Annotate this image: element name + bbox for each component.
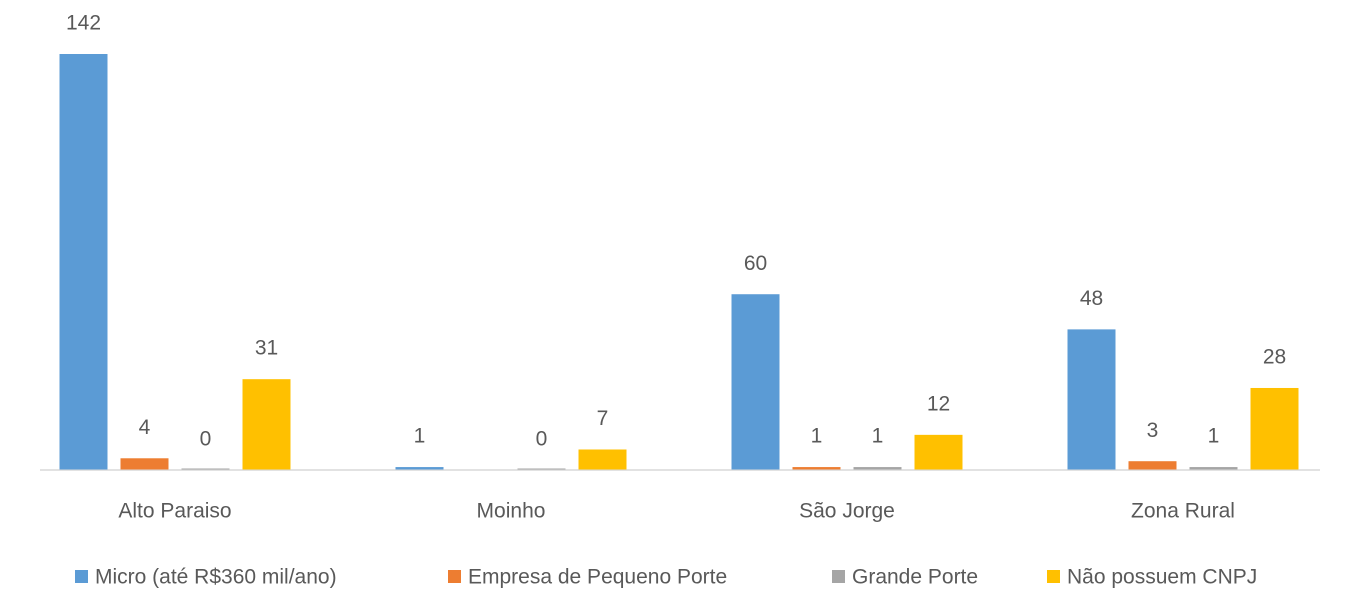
bar xyxy=(517,468,566,470)
bar xyxy=(1189,467,1238,470)
legend-label: Não possuem CNPJ xyxy=(1067,566,1257,589)
bar xyxy=(578,449,627,470)
data-label: 3 xyxy=(1147,419,1159,442)
data-label: 7 xyxy=(597,407,609,430)
data-label: 31 xyxy=(255,337,278,360)
legend-label: Grande Porte xyxy=(852,566,978,589)
bar xyxy=(1067,329,1116,470)
legend-label: Empresa de Pequeno Porte xyxy=(468,566,727,589)
data-label: 0 xyxy=(200,428,212,451)
x-tick-label: Alto Paraiso xyxy=(118,500,231,523)
data-label: 1 xyxy=(414,425,426,448)
legend-swatch xyxy=(448,570,461,583)
data-label: 0 xyxy=(536,428,548,451)
data-label: 12 xyxy=(927,392,950,415)
data-label: 1 xyxy=(811,425,823,448)
bar xyxy=(914,434,963,470)
bar xyxy=(1250,387,1299,470)
bar xyxy=(181,468,230,470)
bar xyxy=(395,467,444,470)
bar xyxy=(59,54,108,470)
data-label: 142 xyxy=(66,12,101,35)
x-tick-label: Zona Rural xyxy=(1131,500,1235,523)
data-label: 1 xyxy=(1208,425,1220,448)
bar xyxy=(731,294,780,470)
x-tick-label: São Jorge xyxy=(799,500,895,523)
data-label: 48 xyxy=(1080,287,1103,310)
data-label: 4 xyxy=(139,416,151,439)
legend-swatch xyxy=(75,570,88,583)
legend-swatch xyxy=(832,570,845,583)
bar xyxy=(792,467,841,470)
bar xyxy=(1128,461,1177,470)
bar xyxy=(853,467,902,470)
data-label: 28 xyxy=(1263,346,1286,369)
data-label: 1 xyxy=(872,425,884,448)
x-tick-label: Moinho xyxy=(477,500,546,523)
bar xyxy=(242,379,291,470)
bar xyxy=(120,458,169,470)
legend-swatch xyxy=(1047,570,1060,583)
data-label: 60 xyxy=(744,252,767,275)
legend-label: Micro (até R$360 mil/ano) xyxy=(95,566,337,589)
